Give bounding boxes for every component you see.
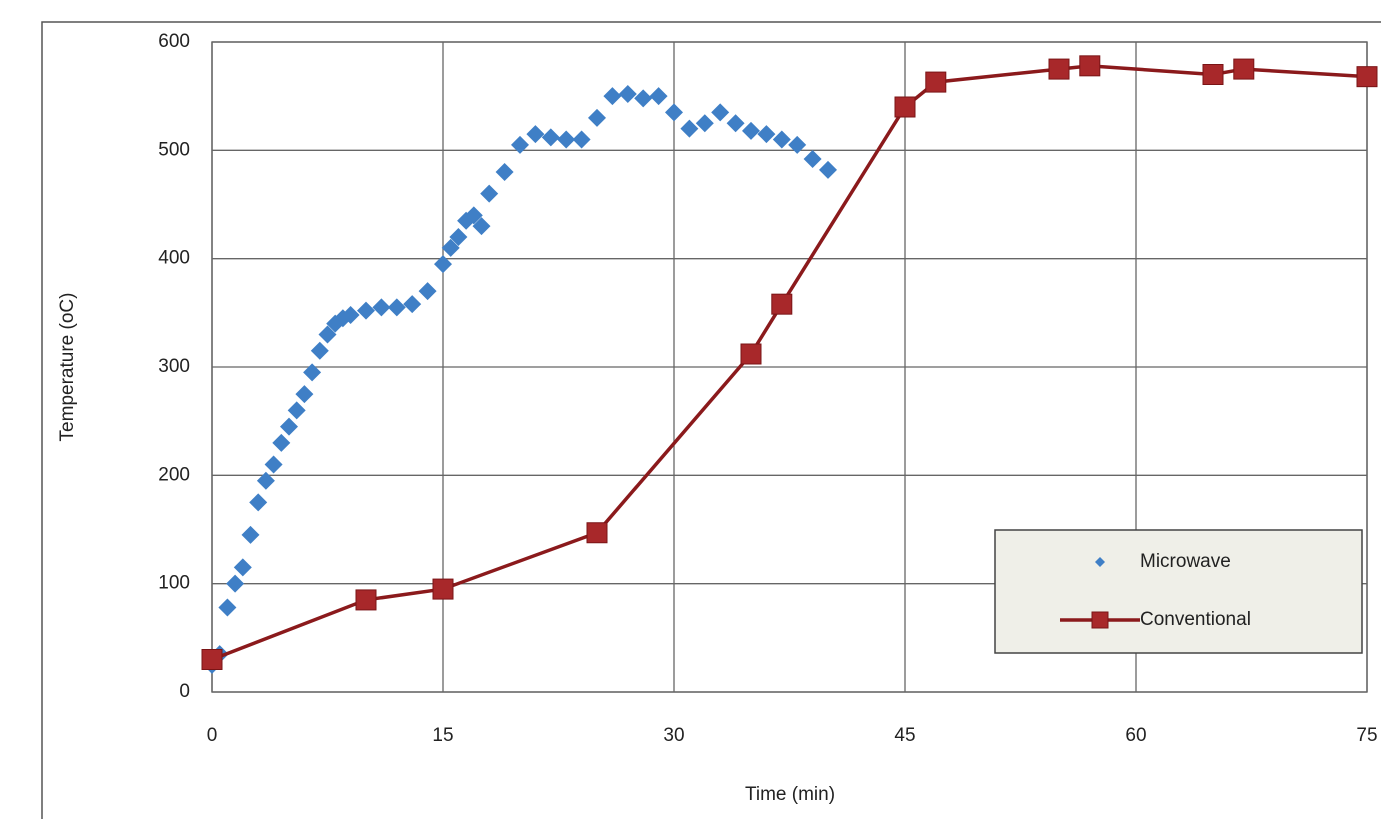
marker bbox=[226, 574, 245, 593]
marker bbox=[480, 184, 499, 203]
marker bbox=[788, 135, 807, 154]
y-tick-label: 200 bbox=[158, 464, 190, 485]
marker bbox=[218, 598, 237, 617]
marker bbox=[1356, 66, 1378, 88]
marker bbox=[432, 578, 454, 600]
marker bbox=[355, 589, 377, 611]
x-tick-label: 75 bbox=[1356, 725, 1377, 746]
marker bbox=[772, 130, 791, 149]
marker bbox=[925, 71, 947, 93]
x-tick-label: 60 bbox=[1125, 725, 1146, 746]
y-tick-label: 0 bbox=[179, 681, 190, 702]
marker bbox=[711, 103, 730, 122]
marker bbox=[757, 125, 776, 144]
marker bbox=[803, 150, 822, 168]
marker bbox=[894, 96, 916, 118]
y-tick-label: 100 bbox=[158, 573, 190, 594]
marker bbox=[201, 649, 223, 670]
marker bbox=[295, 385, 314, 404]
marker bbox=[511, 135, 529, 154]
marker bbox=[695, 114, 714, 133]
legend-marker bbox=[1091, 611, 1109, 629]
y-tick-label: 300 bbox=[158, 356, 190, 377]
x-axis-label: Time (min) bbox=[745, 784, 835, 805]
marker bbox=[280, 417, 298, 436]
marker bbox=[310, 341, 329, 360]
marker bbox=[495, 163, 514, 181]
y-axis-label: Temperature (oC) bbox=[57, 293, 78, 442]
marker bbox=[541, 128, 560, 147]
legend-box bbox=[994, 529, 1363, 654]
marker bbox=[272, 433, 291, 452]
marker bbox=[649, 87, 668, 106]
marker bbox=[472, 217, 491, 236]
marker bbox=[726, 114, 745, 133]
marker bbox=[665, 103, 683, 122]
marker bbox=[557, 130, 576, 149]
legend-label: Microwave bbox=[1140, 551, 1231, 572]
marker bbox=[1233, 58, 1255, 80]
marker bbox=[1048, 58, 1070, 80]
y-tick-label: 600 bbox=[158, 31, 190, 52]
marker bbox=[434, 255, 452, 274]
x-tick-label: 15 bbox=[432, 725, 453, 746]
marker bbox=[603, 87, 622, 106]
marker bbox=[771, 293, 793, 315]
marker bbox=[572, 130, 591, 149]
x-tick-label: 45 bbox=[894, 725, 915, 746]
marker bbox=[233, 558, 252, 577]
marker bbox=[256, 471, 275, 490]
marker bbox=[303, 363, 322, 382]
marker bbox=[618, 85, 637, 103]
marker bbox=[441, 238, 460, 257]
marker bbox=[464, 206, 483, 225]
marker bbox=[287, 401, 306, 420]
marker bbox=[1079, 55, 1101, 77]
marker bbox=[241, 525, 260, 544]
marker bbox=[387, 298, 406, 317]
marker bbox=[249, 493, 268, 512]
marker bbox=[634, 89, 653, 108]
marker bbox=[588, 108, 606, 127]
x-tick-label: 0 bbox=[207, 725, 218, 746]
marker bbox=[819, 160, 837, 179]
marker bbox=[740, 343, 762, 365]
marker bbox=[1202, 64, 1224, 85]
marker bbox=[341, 306, 360, 324]
legend-marker bbox=[1095, 557, 1105, 567]
x-tick-label: 30 bbox=[663, 725, 684, 746]
legend-label: Conventional bbox=[1140, 609, 1251, 630]
marker bbox=[742, 121, 760, 140]
marker bbox=[318, 325, 337, 344]
marker bbox=[526, 125, 545, 144]
marker bbox=[680, 119, 699, 138]
marker bbox=[357, 301, 375, 320]
marker bbox=[372, 298, 391, 317]
marker bbox=[449, 228, 468, 246]
marker bbox=[418, 282, 437, 301]
marker bbox=[586, 522, 608, 544]
marker bbox=[403, 295, 422, 314]
marker bbox=[264, 455, 283, 474]
y-tick-label: 500 bbox=[158, 139, 190, 160]
y-tick-label: 400 bbox=[158, 248, 190, 269]
